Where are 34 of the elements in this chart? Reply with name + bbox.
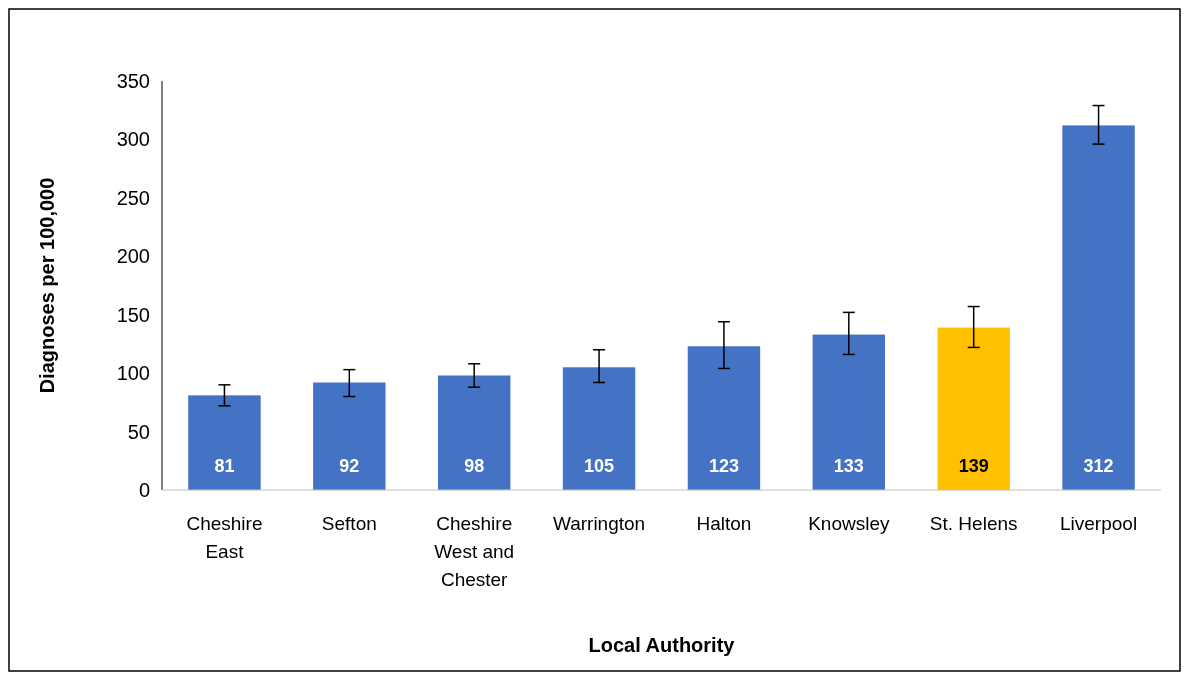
bar [562,367,636,490]
x-tick-label: Warrington [552,513,646,534]
bar [937,327,1010,490]
data-label: 133 [833,456,864,476]
y-tick-label: 250 [116,186,150,209]
y-tick-label: 300 [116,128,150,151]
x-axis-title: Local Authority [588,634,736,656]
bar [188,395,261,490]
data-label: 105 [584,456,615,476]
data-label: 98 [464,456,485,476]
bar [437,375,511,490]
x-tick-label: Sefton [321,513,377,534]
x-tick-label: Halton [696,513,752,534]
data-label: 123 [708,456,739,476]
y-tick-label: 200 [116,245,150,268]
x-tick-label: Cheshire East [186,513,263,562]
bar [812,334,886,490]
data-label: 312 [1083,456,1114,476]
data-label: 81 [214,456,235,476]
x-tick-label: Cheshire West and Chester [434,513,515,590]
x-tick-label: St. Helens [929,513,1018,534]
bar [687,346,761,490]
x-tick-label: Knowsley [808,513,890,534]
data-label: 139 [958,456,989,476]
y-tick-label: 0 [138,479,150,501]
y-tick-label: 150 [116,303,150,326]
x-tick-label: Liverpool [1060,513,1138,534]
bar [313,382,386,490]
y-axis-title: Diagnoses per 100,000 [36,177,58,394]
data-label: 92 [339,456,360,476]
y-tick-label: 100 [116,362,150,385]
y-tick-label: 350 [116,70,150,92]
y-tick-label: 50 [127,420,150,443]
bar [1062,125,1135,490]
